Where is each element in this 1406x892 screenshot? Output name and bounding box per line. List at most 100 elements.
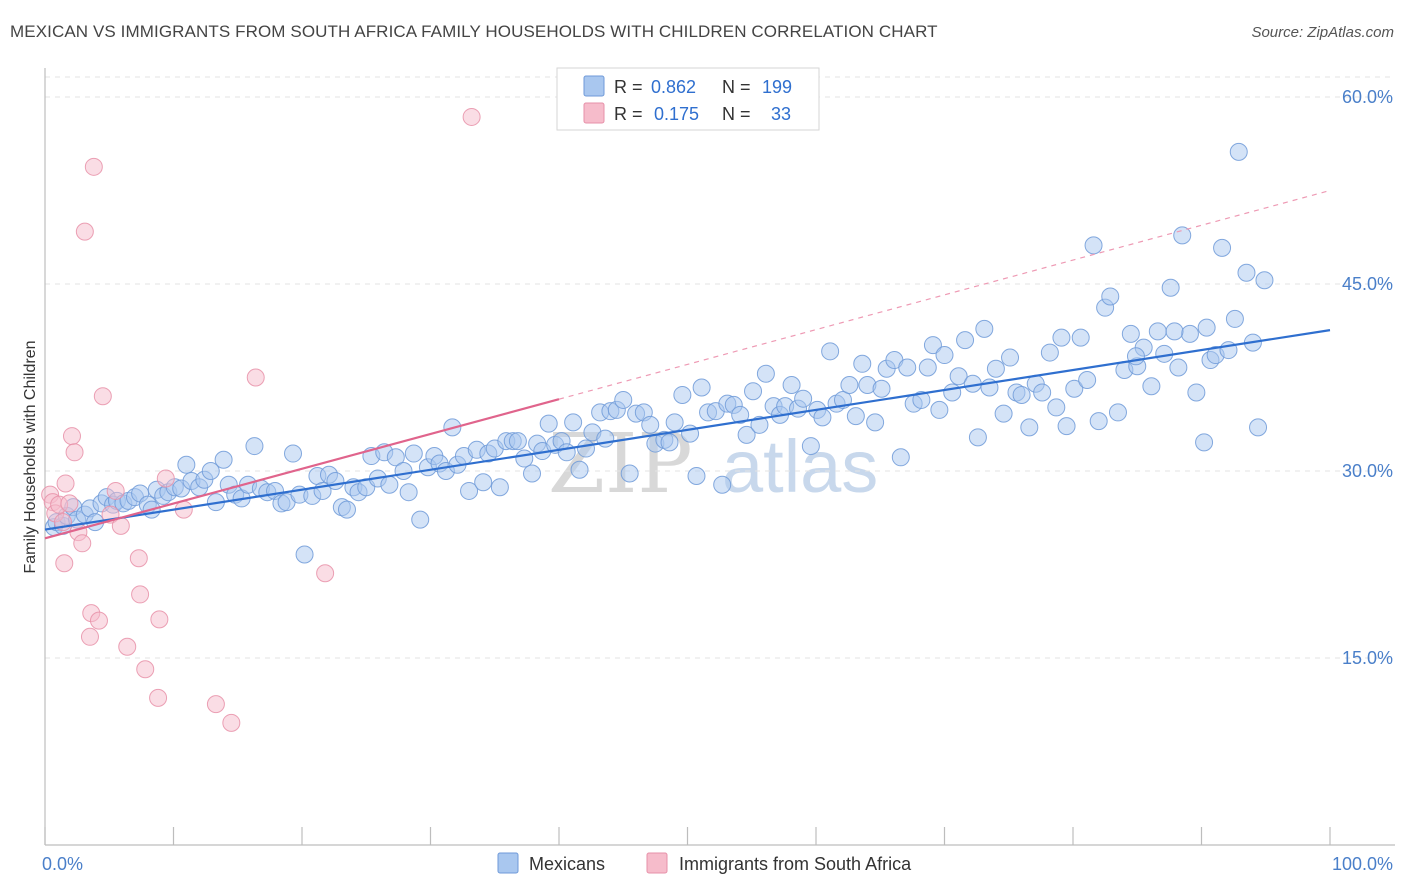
- mexicans-point: [821, 342, 840, 361]
- mexicans-point: [508, 432, 527, 451]
- mexicans-point: [898, 358, 917, 377]
- mexicans-point: [1078, 370, 1097, 389]
- mexicans-point: [1084, 236, 1103, 255]
- south-africa-point: [131, 585, 150, 604]
- south-africa-point: [80, 627, 99, 646]
- south-africa-point: [118, 637, 137, 656]
- y-tick-labels: 15.0% 30.0% 45.0% 60.0%: [1342, 87, 1393, 668]
- mexicans-point: [713, 475, 732, 494]
- mexicans-point: [1229, 142, 1248, 161]
- mexicans-point: [918, 358, 937, 377]
- mexicans-point: [1187, 383, 1206, 402]
- south-africa-point: [84, 157, 103, 176]
- mexicans-point: [380, 475, 399, 494]
- mexicans-point: [1197, 318, 1216, 337]
- south-africa-point: [156, 469, 175, 488]
- mexicans-point: [1089, 412, 1108, 431]
- mexicans-point: [295, 545, 314, 564]
- south-africa-point: [136, 660, 155, 679]
- legend-swatch-south-africa: [583, 102, 605, 124]
- bottom-legend-mexicans: Mexicans: [529, 854, 605, 874]
- mexicans-point: [930, 400, 949, 419]
- mexicans-point: [474, 473, 493, 492]
- chart-source: Source: ZipAtlas.com: [1251, 24, 1394, 41]
- south-africa-trend-line: [44, 398, 560, 540]
- mexicans-point: [923, 336, 942, 355]
- mexicans-point: [1169, 358, 1188, 377]
- mexicans-point: [737, 425, 756, 444]
- chart-title: MEXICAN VS IMMIGRANTS FROM SOUTH AFRICA …: [10, 22, 938, 41]
- mexicans-point: [1065, 379, 1084, 398]
- south-africa-point: [150, 610, 169, 629]
- mexicans-point: [782, 375, 801, 394]
- mexicans-point: [853, 354, 872, 373]
- mexicans-point: [1121, 324, 1140, 343]
- mexicans-point: [245, 437, 264, 456]
- mexicans-point: [660, 433, 679, 452]
- mexicans-point: [1101, 287, 1120, 306]
- mexicans-point: [1057, 417, 1076, 436]
- data-points: [41, 107, 1274, 732]
- mexicans-point: [460, 481, 479, 500]
- y-tick-label: 15.0%: [1342, 648, 1393, 668]
- south-africa-point: [462, 107, 481, 126]
- watermark-zip: ZIP: [548, 417, 693, 512]
- x-tick-label-max: 100.0%: [1332, 854, 1393, 874]
- south-africa-point: [316, 564, 335, 583]
- mexicans-point: [326, 471, 345, 490]
- south-africa-point: [206, 695, 225, 714]
- south-africa-trend-line-extension: [558, 189, 1331, 400]
- mexicans-point: [1108, 403, 1127, 422]
- mexicans-point: [1155, 344, 1174, 363]
- mexicans-point: [840, 375, 859, 394]
- mexicans-point: [1020, 418, 1039, 437]
- mexicans-point: [744, 382, 763, 401]
- mexicans-point: [1225, 309, 1244, 328]
- mexicans-point: [866, 413, 885, 432]
- mexicans-point: [935, 346, 954, 365]
- mexicans-point: [912, 390, 931, 409]
- south-africa-point: [106, 481, 125, 500]
- mexicans-point: [214, 450, 233, 469]
- y-tick-label: 30.0%: [1342, 461, 1393, 481]
- mexicans-point: [1052, 328, 1071, 347]
- bottom-legend-swatch-south-africa: [646, 852, 668, 874]
- bottom-legend-swatch-mexicans: [497, 852, 519, 874]
- mexicans-point: [1012, 385, 1031, 404]
- mexicans-point: [956, 331, 975, 350]
- mexicans-point: [756, 364, 775, 383]
- mexicans-point: [1249, 418, 1268, 437]
- mexicans-point: [1161, 278, 1180, 297]
- mexicans-point: [614, 390, 633, 409]
- mexicans-trend-line: [44, 329, 1331, 531]
- south-africa-point: [246, 368, 265, 387]
- south-africa-point: [75, 222, 94, 241]
- mexicans-point: [1165, 322, 1184, 341]
- mexicans-point: [801, 437, 820, 456]
- mexicans-point: [846, 407, 865, 426]
- y-axis-label: Family Households with Children: [22, 341, 39, 574]
- mexicans-point: [386, 448, 405, 467]
- mexicans-point: [523, 464, 542, 483]
- mexicans-point: [1213, 238, 1232, 257]
- mexicans-point: [557, 443, 576, 462]
- mexicans-point: [394, 462, 413, 480]
- mexicans-point: [949, 367, 968, 386]
- mexicans-point: [943, 383, 962, 402]
- mexicans-point: [1071, 328, 1090, 347]
- mexicans-point: [975, 319, 994, 338]
- mexicans-point: [1195, 433, 1214, 452]
- mexicans-point: [1142, 377, 1161, 396]
- mexicans-point: [687, 466, 706, 485]
- mexicans-point: [411, 510, 430, 529]
- south-africa-point: [222, 713, 241, 732]
- south-africa-point: [65, 443, 84, 462]
- y-tick-label: 60.0%: [1342, 87, 1393, 107]
- mexicans-point: [1001, 348, 1020, 367]
- trend-lines: [44, 189, 1331, 540]
- grid-lines: [45, 76, 1395, 659]
- mexicans-point: [891, 448, 910, 467]
- mexicans-point: [692, 378, 711, 397]
- mexicans-point: [201, 462, 220, 480]
- south-africa-point: [73, 534, 92, 553]
